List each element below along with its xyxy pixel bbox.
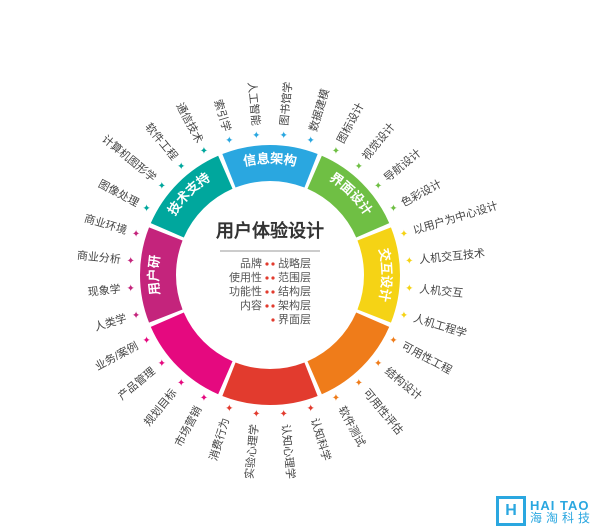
- segment-ix-design: [357, 227, 400, 322]
- leaf-marker: ✦: [332, 146, 340, 157]
- leaf-marker: ✦: [126, 283, 134, 294]
- center-bullet: [265, 262, 268, 265]
- center-bullet: [271, 262, 274, 265]
- leaf-marker: ✦: [400, 229, 408, 240]
- leaf-tech-1: 计算机图形学: [99, 132, 159, 185]
- leaf-marker: ✦: [132, 229, 140, 240]
- center-right-0: 战略层: [278, 256, 311, 270]
- leaf-tech-0: 图像处理: [96, 177, 141, 209]
- leaf-marker: ✦: [132, 310, 140, 321]
- leaf-ix-design-0: 以用户为中心设计: [411, 198, 499, 237]
- leaf-ui-design-3: 色彩设计: [398, 176, 443, 209]
- leaf-marker: ✦: [200, 146, 208, 157]
- leaf-usability-1: 结构设计: [382, 364, 425, 403]
- leaf-marker: ✦: [225, 404, 233, 415]
- leaf-usability-0: 可用性工程: [400, 339, 455, 377]
- center-right-2: 结构层: [278, 284, 311, 298]
- leaf-scene-1: 规划目标: [141, 386, 180, 429]
- leaf-ix-design-3: 人机工程学: [412, 311, 469, 340]
- logo-line2: 海淘科技: [530, 512, 594, 524]
- leaf-marker: ✦: [126, 256, 134, 267]
- center-bullet: [265, 276, 268, 279]
- leaf-marker: ✦: [142, 336, 150, 347]
- center-right-4: 界面层: [278, 313, 311, 326]
- center-left-0: 品牌: [240, 256, 262, 270]
- leaf-marker: ✦: [142, 204, 150, 215]
- leaf-marker: ✦: [405, 256, 413, 267]
- leaf-marker: ✦: [252, 130, 260, 141]
- radial-diagram: 信息架构✦索引学✦人工智能✦图书馆学✦数据建模界面设计✦图标设计✦视觉设计✦导航…: [0, 0, 600, 532]
- segment-label-user-res: 用户研: [146, 254, 163, 297]
- leaf-marker: ✦: [374, 181, 382, 192]
- leaf-psych-0: 认知科学: [308, 416, 334, 462]
- leaf-marker: ✦: [355, 161, 363, 172]
- leaf-marker: ✦: [177, 378, 185, 389]
- leaf-info-arch-1: 人工智能: [245, 81, 263, 126]
- leaf-marker: ✦: [158, 358, 166, 369]
- leaf-tech-3: 通信技术: [173, 101, 205, 146]
- segment-usability: [307, 312, 389, 394]
- leaf-scene-0: 市场营销: [171, 403, 204, 448]
- leaf-marker: ✦: [389, 204, 397, 215]
- leaf-marker: ✦: [158, 181, 166, 192]
- leaf-user-res-1: 现象学: [87, 282, 121, 299]
- center-right-1: 范围层: [278, 270, 311, 284]
- center-bullet: [271, 304, 274, 307]
- logo-mark: H: [496, 496, 526, 526]
- leaf-ix-design-2: 人机交互: [419, 282, 464, 300]
- leaf-info-arch-3: 数据建模: [306, 87, 332, 133]
- leaf-marker: ✦: [306, 136, 314, 147]
- leaf-marker: ✦: [280, 409, 288, 420]
- segment-info-arch: [222, 145, 317, 188]
- center-title: 用户体验设计: [216, 220, 324, 241]
- center-bullet: [265, 304, 268, 307]
- segment-psych: [222, 362, 317, 405]
- center-left-2: 功能性: [229, 284, 262, 298]
- center-bullet: [271, 318, 274, 321]
- leaf-ix-design-1: 人机交互技术: [418, 246, 485, 266]
- leaf-usability-2: 可用性评估: [361, 386, 407, 437]
- diagram-stage: 信息架构✦索引学✦人工智能✦图书馆学✦数据建模界面设计✦图标设计✦视觉设计✦导航…: [0, 0, 600, 532]
- center-left-3: 内容: [240, 298, 262, 312]
- leaf-marker: ✦: [355, 378, 363, 389]
- leaf-user-res-3: 商业环境: [83, 211, 129, 237]
- center-bullet: [265, 290, 268, 293]
- leaf-marker: ✦: [252, 409, 260, 420]
- leaf-marker: ✦: [200, 393, 208, 404]
- logo-line1: HAI TAO: [530, 499, 594, 512]
- leaf-user-res-2: 商业分析: [76, 248, 121, 266]
- brand-logo: H HAI TAO 海淘科技: [496, 496, 594, 526]
- leaf-info-arch-0: 索引学: [211, 98, 234, 134]
- leaf-marker: ✦: [177, 161, 185, 172]
- leaf-ui-design-2: 导航设计: [381, 146, 424, 185]
- leaf-marker: ✦: [400, 310, 408, 321]
- leaf-scene-3: 业务/案例: [92, 339, 140, 374]
- leaf-user-res-0: 人类学: [93, 311, 129, 334]
- leaf-usability-3: 软件测试: [336, 403, 369, 448]
- segment-scene: [151, 312, 233, 394]
- leaf-marker: ✦: [374, 358, 382, 369]
- leaf-scene-2: 产品管理: [115, 364, 158, 403]
- segment-label-scene: 场景剧: [28, 479, 65, 516]
- leaf-ui-design-1: 视觉设计: [359, 120, 398, 163]
- leaf-marker: ✦: [280, 130, 288, 141]
- center-right-3: 架构层: [278, 298, 311, 312]
- leaf-marker: ✦: [405, 283, 413, 294]
- center-bullet: [271, 290, 274, 293]
- leaf-psych-1: 认知心理学: [279, 423, 298, 479]
- leaf-psych-3: 消费行为: [206, 416, 232, 462]
- leaf-ui-design-0: 图标设计: [334, 100, 367, 145]
- leaf-marker: ✦: [389, 336, 397, 347]
- leaf-tech-2: 软件工程: [142, 120, 181, 163]
- leaf-info-arch-2: 图书馆学: [277, 81, 295, 126]
- leaf-marker: ✦: [332, 393, 340, 404]
- leaf-marker: ✦: [225, 136, 233, 147]
- leaf-psych-2: 实验心理学: [242, 423, 261, 479]
- center-bullet: [271, 276, 274, 279]
- leaf-marker: ✦: [306, 404, 314, 415]
- center-left-1: 使用性: [229, 270, 262, 284]
